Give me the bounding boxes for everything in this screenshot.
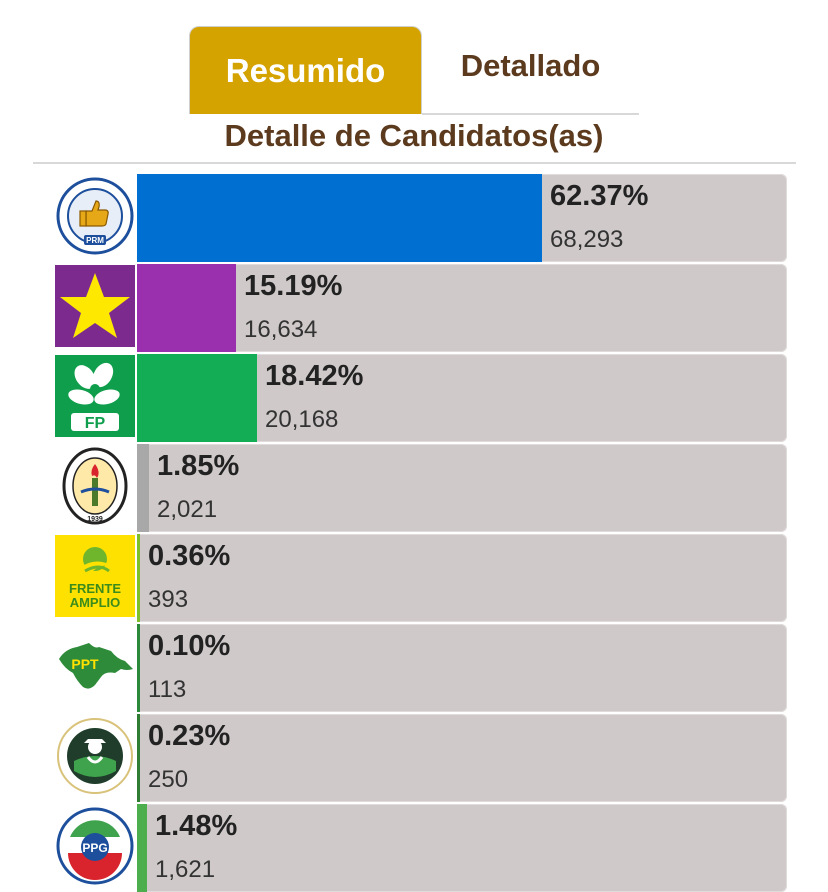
- vote-count: 113: [148, 676, 187, 703]
- party-logo-ppg: PPG: [55, 805, 135, 887]
- vote-percent: 1.48%: [155, 810, 238, 842]
- tab-bar: Resumido Detallado: [189, 26, 639, 115]
- party-logo-farmer-seal: [55, 715, 135, 797]
- svg-text:AMPLIO: AMPLIO: [70, 595, 121, 610]
- party-logo-star: [55, 265, 135, 347]
- vote-share-bar: [137, 444, 149, 532]
- bar-track: 18.42% 20,168: [137, 354, 787, 442]
- vote-count: 16,634: [244, 316, 318, 343]
- bar-track: 1.48% 1,621: [137, 804, 787, 892]
- white-flower-icon: FP: [68, 362, 120, 432]
- party-logo-frente-amplio: FRENTE AMPLIO: [55, 535, 135, 617]
- vote-share-bar: [137, 174, 542, 262]
- vote-percent: 62.37%: [550, 180, 649, 212]
- vote-share-bar: [137, 354, 257, 442]
- svg-text:1939: 1939: [87, 516, 103, 523]
- bar-track: 0.36% 393: [137, 534, 787, 622]
- candidate-row-1[interactable]: PRM 62.37% 68,293: [55, 174, 788, 262]
- tab-divider: [422, 113, 639, 115]
- section-title: Detalle de Candidatos(as): [224, 118, 604, 153]
- party-logo-fp: FP: [55, 355, 135, 437]
- candidate-row-6[interactable]: PPT 0.10% 113: [55, 624, 788, 712]
- island-map-icon: PPT: [59, 643, 133, 689]
- party-logo-prd: 1939: [55, 445, 135, 527]
- svg-text:FRENTE: FRENTE: [69, 581, 121, 596]
- vote-percent: 1.85%: [157, 450, 240, 482]
- vote-percent: 0.23%: [148, 720, 231, 752]
- vote-count: 250: [148, 766, 189, 793]
- vote-share-bar: [137, 624, 140, 712]
- candidate-row-2[interactable]: 15.19% 16,634: [55, 264, 788, 352]
- tab-detallado[interactable]: Detallado: [460, 48, 601, 83]
- candidate-row-4[interactable]: 1939 1.85% 2,021: [55, 444, 788, 532]
- torch-seal-icon: 1939: [62, 447, 128, 525]
- thumbs-up-seal-icon: PRM: [56, 177, 134, 255]
- svg-text:PPG: PPG: [82, 841, 107, 855]
- farmer-seal-icon: [57, 718, 133, 794]
- candidate-row-3[interactable]: FP 18.42% 20,168: [55, 354, 788, 442]
- section-divider: [33, 162, 796, 164]
- candidate-row-7[interactable]: 0.23% 250: [55, 714, 788, 802]
- sun-leaf-icon: FRENTE AMPLIO: [69, 547, 121, 610]
- bar-track: 62.37% 68,293: [137, 174, 787, 262]
- hands-seal-icon: PPG: [56, 807, 134, 885]
- vote-percent: 0.36%: [148, 540, 231, 572]
- bar-track: 0.10% 113: [137, 624, 787, 712]
- vote-count: 393: [148, 586, 189, 613]
- yellow-star-icon: [60, 273, 130, 338]
- vote-percent: 0.10%: [148, 630, 231, 662]
- tab-resumido[interactable]: Resumido: [189, 26, 422, 114]
- svg-text:PPT: PPT: [71, 656, 99, 672]
- vote-percent: 15.19%: [244, 270, 343, 302]
- bar-track: 0.23% 250: [137, 714, 787, 802]
- vote-percent: 18.42%: [265, 360, 364, 392]
- vote-share-bar: [137, 804, 147, 892]
- party-logo-ppt: PPT: [55, 625, 135, 707]
- vote-count: 68,293: [550, 226, 624, 253]
- candidate-row-5[interactable]: FRENTE AMPLIO 0.36% 393: [55, 534, 788, 622]
- vote-count: 2,021: [157, 496, 218, 523]
- vote-count: 20,168: [265, 406, 339, 433]
- bar-track: 15.19% 16,634: [137, 264, 787, 352]
- vote-share-bar: [137, 714, 140, 802]
- candidate-row-8[interactable]: PPG 1.48% 1,621: [55, 804, 788, 892]
- svg-text:PRM: PRM: [86, 236, 104, 245]
- vote-count: 1,621: [155, 856, 216, 883]
- vote-share-bar: [137, 534, 140, 622]
- party-logo-prm: PRM: [55, 175, 135, 257]
- svg-text:FP: FP: [85, 415, 106, 432]
- bar-track: 1.85% 2,021: [137, 444, 787, 532]
- vote-share-bar: [137, 264, 236, 352]
